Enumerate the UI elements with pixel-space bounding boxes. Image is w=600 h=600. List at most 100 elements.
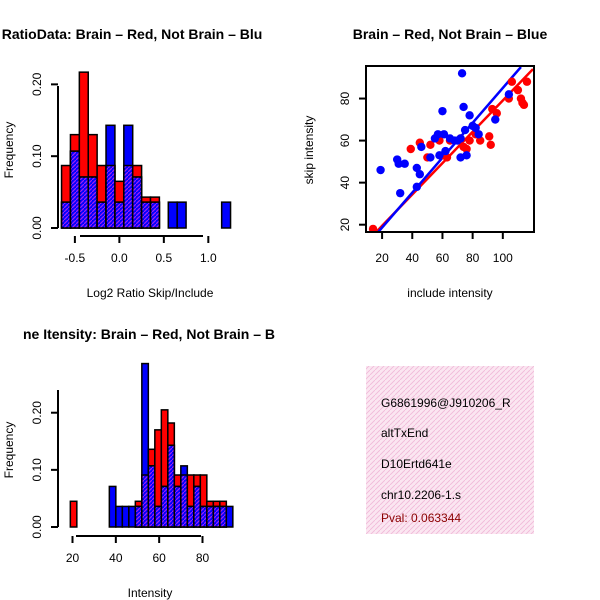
scatter-notbrain-point <box>460 125 470 135</box>
ratio-histogram-overlap-bar <box>105 164 116 229</box>
ratio-histogram-overlap-bar <box>131 176 143 229</box>
intensity-histogram-x-tick-label: 80 <box>196 551 210 565</box>
scatter-y-tick-label: 20 <box>338 218 352 232</box>
scatter-x-label: include intensity <box>407 286 492 300</box>
ratio-histogram-overlap-bar <box>149 201 161 229</box>
scatter-x-ticks: 20 40 60 80 100 <box>375 232 513 265</box>
scatter-notbrain-point <box>426 153 435 162</box>
scatter-brain-point <box>426 140 435 149</box>
intensity-histogram-overlap-bar <box>219 505 228 528</box>
scatter-brain-point <box>465 136 474 145</box>
intensity-histogram-overlap-bar <box>180 474 189 528</box>
intensity-histogram-x-label: Intensity <box>128 586 173 600</box>
scatter-notbrain-point <box>471 123 480 133</box>
intensity-histogram-overlap-bar <box>160 485 169 528</box>
scatter-brain-point <box>485 132 494 141</box>
intensity-histogram-panel: ne Itensity: Brain – Red, Not Brain – B … <box>2 326 275 600</box>
ratio-histogram-y-label: Frequency <box>2 122 16 179</box>
scatter-brain-point <box>406 144 415 154</box>
scatter-notbrain-point <box>456 134 465 143</box>
info-gene-name: D10Ertd641e <box>381 457 452 471</box>
scatter-notbrain-point <box>396 188 405 198</box>
scatter-notbrain-point <box>504 90 514 99</box>
scatter-notbrain-point <box>417 142 426 152</box>
intensity-histogram-brain-bar <box>69 500 78 528</box>
intensity-histogram-notbrain-bar <box>121 505 130 528</box>
scatter-brain-point <box>492 109 501 118</box>
intensity-histogram-overlap-bar <box>186 505 195 528</box>
scatter-x-tick-label: 80 <box>466 251 480 265</box>
scatter-brain-point <box>519 100 529 110</box>
scatter-notbrain-point <box>474 130 483 139</box>
scatter-brain-point <box>442 153 452 162</box>
intensity-histogram-x-ticks: 20 40 60 80 <box>66 536 210 565</box>
scatter-notbrain-point <box>465 111 474 120</box>
intensity-histogram-overlap-bar <box>134 505 143 528</box>
ratio-histogram-overlap-bar <box>114 201 125 229</box>
ratio-histogram-bars <box>60 71 232 229</box>
scatter-notbrain-point <box>435 151 444 160</box>
scatter-y-tick-label: 60 <box>338 134 352 148</box>
scatter-y-tick-label: 80 <box>338 92 352 106</box>
scatter-notbrain-point <box>412 182 421 192</box>
scatter-notbrain-point <box>415 170 425 179</box>
ratio-histogram-x-tick-label: 1.0 <box>200 251 217 265</box>
scatter-brain-point <box>462 144 471 154</box>
ratio-histogram-panel: RatioData: Brain – Red, Not Brain – Blu … <box>2 26 263 300</box>
intensity-histogram-overlap-bar <box>212 505 221 528</box>
ratio-histogram-notbrain-bar <box>176 201 187 229</box>
info-panel: G6861996@J910206_R altTxEnd D10Ertd641e … <box>366 366 534 534</box>
ratio-histogram-y-tick-label: 0.10 <box>30 144 44 168</box>
ratio-histogram-y-tick-label: 0.20 <box>30 72 44 96</box>
scatter-y-tick-label: 40 <box>338 176 352 190</box>
ratio-histogram-notbrain-bar <box>167 201 178 229</box>
info-probe-id: G6861996@J910206_R <box>381 396 511 410</box>
ratio-histogram-overlap-bar <box>60 201 72 229</box>
intensity-histogram-overlap-bar <box>167 444 176 528</box>
intensity-histogram-title: ne Itensity: Brain – Red, Not Brain – B <box>23 326 275 342</box>
scatter-notbrain-point <box>438 106 447 116</box>
ratio-histogram-x-label: Log2 Ratio Skip/Include <box>87 286 214 300</box>
scatter-x-tick-label: 20 <box>375 251 389 265</box>
ratio-histogram-title: RatioData: Brain – Red, Not Brain – Blu <box>2 26 263 42</box>
intensity-histogram-x-tick-label: 60 <box>152 551 166 565</box>
scatter-brain-point <box>486 140 495 149</box>
scatter-brain-point <box>368 224 378 231</box>
scatter-title: Brain – Red, Not Brain – Blue <box>353 26 548 42</box>
ratio-histogram-y-ticks: 0.00 0.10 0.20 <box>30 72 58 240</box>
scatter-notbrain-point <box>412 163 421 173</box>
intensity-histogram-overlap-bar <box>199 505 208 528</box>
scatter-notbrain-point <box>376 165 385 175</box>
ratio-histogram-overlap-bar <box>140 201 152 229</box>
scatter-plot-area <box>368 67 533 231</box>
scatter-brain-point <box>513 85 523 95</box>
scatter-notbrain-point <box>400 159 409 168</box>
scatter-notbrain-point <box>433 130 443 139</box>
intensity-histogram-notbrain-bar <box>108 485 117 528</box>
ratio-histogram-overlap-bar <box>96 201 107 229</box>
intensity-histogram-overlap-bar <box>141 474 150 528</box>
scatter-brain-point <box>475 136 485 145</box>
ratio-histogram-overlap-bar <box>78 176 89 229</box>
ratio-histogram-x-tick-label: 0.5 <box>155 251 172 265</box>
scatter-brain-point <box>507 77 517 86</box>
intensity-histogram-y-ticks: 0.00 0.10 0.20 <box>30 401 58 539</box>
scatter-notbrain-point <box>441 146 450 156</box>
intensity-histogram-overlap-bar <box>154 505 163 528</box>
intensity-histogram-x-tick-label: 40 <box>109 551 123 565</box>
intensity-histogram-y-tick-label: 0.10 <box>30 458 44 482</box>
scatter-panel: Brain – Red, Not Brain – Blue 20 40 60 80 10… <box>302 26 547 300</box>
intensity-histogram-notbrain-bar <box>225 505 234 528</box>
intensity-histogram-y-tick-label: 0.00 <box>30 515 44 539</box>
intensity-histogram-bars <box>69 362 234 528</box>
scatter-notbrain-point <box>491 115 500 124</box>
info-event-type: altTxEnd <box>381 426 428 440</box>
ratio-histogram-overlap-bar <box>123 164 134 229</box>
scatter-y-label: skip intensity <box>302 116 316 185</box>
scatter-x-tick-label: 40 <box>406 251 420 265</box>
scatter-plot-box <box>365 65 535 233</box>
intensity-histogram-overlap-bar <box>193 485 202 528</box>
scatter-notbrain-point <box>439 130 449 139</box>
intensity-histogram-overlap-bar <box>173 485 182 528</box>
scatter-notbrain-point <box>457 69 467 78</box>
